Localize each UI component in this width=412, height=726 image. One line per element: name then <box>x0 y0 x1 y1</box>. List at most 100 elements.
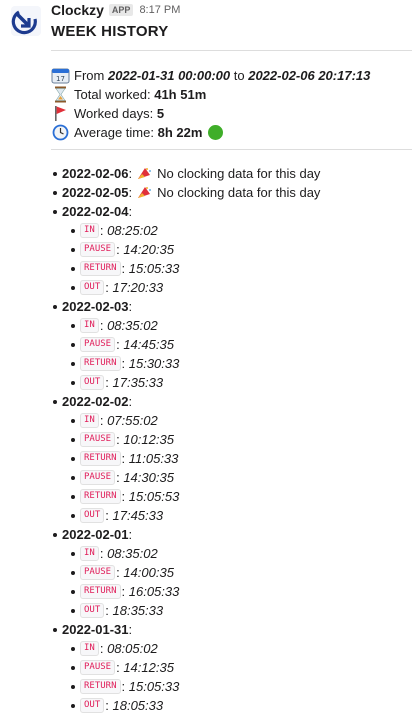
message-header: Clockzy APP 8:17 PM <box>51 1 180 19</box>
clocking-entry: RETURN: 11:05:33 <box>53 449 320 468</box>
total-label: Total worked: <box>74 87 151 102</box>
app-badge: APP <box>108 4 134 16</box>
clocking-entry: IN: 08:05:02 <box>53 639 320 658</box>
bullet-icon <box>71 666 75 670</box>
day-item: 2022-01-31: IN: 08:05:02 PAUSE: 14:12:35 RE… <box>53 620 320 715</box>
clockzy-avatar[interactable] <box>11 6 41 36</box>
clocking-entry: PAUSE: 14:45:35 <box>53 335 320 354</box>
entry-time: 15:30:33 <box>128 356 180 371</box>
entry-time: 08:35:02 <box>107 318 158 333</box>
bullet-icon <box>71 476 75 480</box>
entry-type-tag: RETURN <box>80 679 121 694</box>
entry-time: 17:45:33 <box>112 508 164 523</box>
colon: : <box>116 337 124 352</box>
clocking-entry: IN: 08:35:02 <box>53 316 320 335</box>
clocking-entries: IN: 08:05:02 PAUSE: 14:12:35 RETURN: 15:05… <box>53 639 320 715</box>
bullet-icon <box>71 514 75 518</box>
clocking-entry: PAUSE: 14:20:35 <box>53 240 320 259</box>
entry-time: 18:05:33 <box>112 698 164 713</box>
colon: : <box>99 413 108 428</box>
entry-time: 17:20:33 <box>112 280 164 295</box>
entry-type-tag: IN <box>80 223 99 238</box>
entry-time: 11:05:33 <box>128 451 179 466</box>
day-date: 2022-01-31 <box>62 622 129 637</box>
entry-type-tag: PAUSE <box>80 242 116 257</box>
entry-time: 14:00:35 <box>123 565 174 580</box>
hourglass-icon <box>51 86 71 103</box>
bullet-icon <box>53 533 57 537</box>
colon: : <box>121 489 129 504</box>
entry-type-tag: RETURN <box>80 451 121 466</box>
colon: : <box>105 375 113 390</box>
entry-type-tag: RETURN <box>80 489 121 504</box>
colon: : <box>128 299 133 314</box>
worked-days-line: Worked days: 5 <box>51 104 370 123</box>
entry-time: 14:30:35 <box>123 470 174 485</box>
colon: : <box>121 261 129 276</box>
colon: : <box>116 432 124 447</box>
entry-type-tag: PAUSE <box>80 470 116 485</box>
entry-time: 17:35:33 <box>112 375 164 390</box>
total-worked-line: Total worked: 41h 51m <box>51 85 370 104</box>
message-timestamp[interactable]: 8:17 PM <box>139 4 181 16</box>
entry-time: 08:05:02 <box>107 641 158 656</box>
entry-type-tag: OUT <box>80 603 105 618</box>
day-line: 2022-02-05: No clocking data for this da… <box>53 183 320 202</box>
average-time-line: Average time: 8h 22m <box>51 123 370 142</box>
bullet-icon <box>71 419 75 423</box>
date-range-line: 17 From 2022-01-31 00:00:00 to 2022-02-0… <box>51 66 370 85</box>
svg-text:17: 17 <box>56 75 65 83</box>
sender-name[interactable]: Clockzy <box>51 2 104 18</box>
entry-type-tag: IN <box>80 413 99 428</box>
colon: : <box>105 280 113 295</box>
party-popper-icon <box>135 185 153 201</box>
colon: : <box>105 698 113 713</box>
bullet-icon <box>71 647 75 651</box>
colon: : <box>121 356 129 371</box>
clocking-entry: RETURN: 15:05:33 <box>53 259 320 278</box>
clocking-entry: PAUSE: 14:30:35 <box>53 468 320 487</box>
clocking-entry: OUT: 18:35:33 <box>53 601 320 620</box>
bullet-icon <box>53 210 57 214</box>
avg-value: 8h 22m <box>157 125 203 140</box>
triangular-flag-icon <box>51 105 71 122</box>
clocking-entry: RETURN: 15:05:53 <box>53 487 320 506</box>
entry-time: 14:12:35 <box>123 660 174 675</box>
party-popper-icon <box>135 166 153 182</box>
entry-type-tag: PAUSE <box>80 337 116 352</box>
colon: : <box>105 508 113 523</box>
bullet-icon <box>71 571 75 575</box>
day-item: 2022-02-06: No clocking data for this da… <box>53 164 320 183</box>
day-date: 2022-02-05 <box>62 185 129 200</box>
bullet-icon <box>71 248 75 252</box>
colon: : <box>121 451 129 466</box>
day-line: 2022-02-01: <box>53 525 320 544</box>
to-label: to <box>233 68 245 83</box>
entry-time: 10:12:35 <box>123 432 174 447</box>
day-note: No clocking data for this day <box>157 166 321 181</box>
day-list: 2022-02-06: No clocking data for this da… <box>53 164 320 715</box>
colon: : <box>116 470 124 485</box>
clocking-entry: IN: 07:55:02 <box>53 411 320 430</box>
colon: : <box>105 603 113 618</box>
day-item: 2022-02-02: IN: 07:55:02 PAUSE: 10:12:35 RE… <box>53 392 320 525</box>
bullet-icon <box>71 609 75 613</box>
bullet-icon <box>71 552 75 556</box>
colon: : <box>128 394 133 409</box>
day-item: 2022-02-05: No clocking data for this da… <box>53 183 320 202</box>
entry-type-tag: OUT <box>80 508 105 523</box>
colon: : <box>121 679 129 694</box>
clocking-entry: RETURN: 16:05:33 <box>53 582 320 601</box>
bullet-icon <box>71 381 75 385</box>
entry-time: 14:20:35 <box>123 242 174 257</box>
entry-time: 15:05:33 <box>128 679 180 694</box>
day-item: 2022-02-03: IN: 08:35:02 PAUSE: 14:45:35 RE… <box>53 297 320 392</box>
bullet-icon <box>71 495 75 499</box>
stats-block: 17 From 2022-01-31 00:00:00 to 2022-02-0… <box>51 66 370 142</box>
bullet-icon <box>71 704 75 708</box>
bullet-icon <box>71 438 75 442</box>
colon: : <box>116 242 124 257</box>
bullet-icon <box>53 172 57 176</box>
day-item: 2022-02-01: IN: 08:35:02 PAUSE: 14:00:35 RE… <box>53 525 320 620</box>
